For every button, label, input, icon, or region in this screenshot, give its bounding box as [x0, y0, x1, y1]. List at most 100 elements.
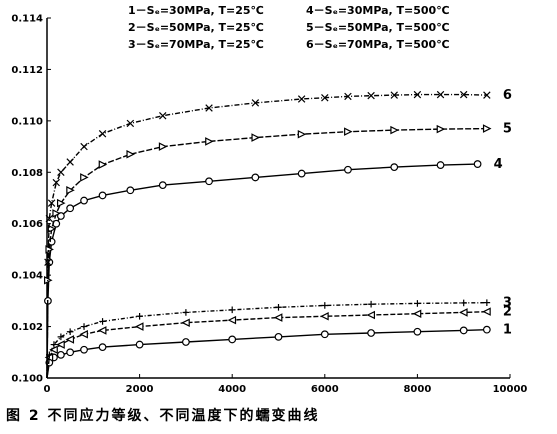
data-point	[97, 326, 107, 335]
data-point	[297, 129, 307, 139]
data-point	[57, 333, 65, 341]
data-point	[367, 300, 375, 308]
data-point	[344, 165, 352, 174]
series-number-label: 2	[503, 305, 512, 320]
series-line	[46, 93, 487, 379]
y-tick-label: 0.104	[11, 271, 43, 282]
series-1: 1	[45, 323, 512, 379]
data-point	[66, 158, 74, 166]
data-point	[57, 168, 65, 177]
data-point	[344, 127, 353, 136]
x-tick-label: 8000	[403, 384, 431, 395]
data-point	[158, 181, 167, 190]
data-point	[52, 178, 60, 187]
data-point	[436, 161, 445, 169]
data-point	[66, 348, 75, 357]
data-point	[228, 306, 236, 314]
data-point	[80, 323, 88, 330]
data-point	[320, 330, 329, 339]
data-point	[98, 191, 107, 200]
series-line	[46, 302, 487, 379]
series-number-label: 4	[494, 157, 503, 172]
data-point	[390, 91, 398, 99]
series-5: 5	[44, 122, 512, 379]
y-tick-label: 0.100	[11, 374, 43, 385]
data-point	[482, 307, 491, 316]
data-point	[297, 95, 306, 103]
data-point	[366, 310, 375, 320]
data-point	[367, 91, 375, 100]
data-point	[459, 326, 468, 335]
y-tick-label: 0.108	[11, 168, 43, 179]
series-6: 6	[44, 88, 512, 379]
data-point	[482, 325, 491, 334]
data-point	[413, 90, 422, 99]
data-point	[56, 212, 65, 220]
data-point	[98, 129, 107, 138]
data-point	[99, 318, 106, 325]
data-point	[321, 93, 329, 102]
data-point	[80, 142, 88, 151]
data-point	[473, 160, 482, 168]
data-point	[158, 142, 168, 151]
data-point	[483, 299, 491, 306]
data-point	[367, 329, 376, 337]
data-point	[134, 322, 144, 331]
legend-entry: 6－Sₑ=70MPa, T=500℃	[306, 38, 450, 51]
data-point	[65, 335, 75, 344]
data-point	[412, 309, 422, 318]
data-point	[50, 341, 58, 348]
data-point	[321, 302, 329, 309]
legend-entry: 5－Sₑ=50MPa, T=500℃	[306, 21, 450, 34]
data-point	[205, 177, 213, 186]
data-point	[181, 318, 190, 327]
series-number-label: 5	[503, 122, 512, 137]
data-point	[483, 91, 491, 99]
data-point	[436, 90, 445, 99]
data-point	[275, 303, 282, 311]
data-point	[47, 224, 57, 234]
data-point	[135, 340, 144, 349]
data-point	[205, 104, 213, 112]
data-point	[414, 300, 421, 307]
data-point	[251, 99, 260, 107]
data-point	[56, 350, 65, 359]
figure-caption: 图 2 不同应力等级、不同温度下的蠕变曲线	[6, 408, 320, 424]
data-point	[80, 173, 89, 182]
data-point	[390, 125, 399, 135]
data-point	[80, 196, 88, 205]
y-tick-label: 0.106	[11, 219, 43, 230]
data-point	[273, 313, 283, 322]
series-2: 2	[44, 305, 512, 379]
x-tick-label: 6000	[311, 384, 339, 395]
data-point	[413, 327, 422, 336]
data-point	[66, 204, 75, 213]
data-point	[52, 209, 61, 218]
data-point	[159, 111, 167, 120]
data-point	[98, 160, 108, 169]
data-point	[251, 133, 260, 142]
data-point	[460, 299, 467, 307]
data-point	[56, 340, 65, 349]
series-number-label: 6	[503, 88, 512, 103]
x-tick-label: 4000	[218, 384, 246, 395]
data-point	[459, 90, 468, 99]
data-point	[459, 308, 468, 317]
series-4: 4	[44, 157, 503, 379]
series-line	[46, 311, 487, 379]
data-point	[44, 258, 52, 267]
data-point	[45, 214, 54, 223]
legend-entry: 3－Sₑ=70MPa, T=25℃	[128, 38, 264, 51]
x-tick-label: 10000	[493, 384, 528, 395]
legend-entry: 4－Sₑ=30MPa, T=500℃	[306, 4, 450, 17]
data-point	[47, 199, 56, 207]
data-point	[56, 198, 66, 208]
data-point	[482, 124, 492, 133]
data-point	[80, 345, 88, 354]
data-point	[136, 312, 143, 320]
data-point	[228, 335, 237, 344]
data-point	[274, 332, 283, 341]
data-point	[181, 338, 190, 346]
